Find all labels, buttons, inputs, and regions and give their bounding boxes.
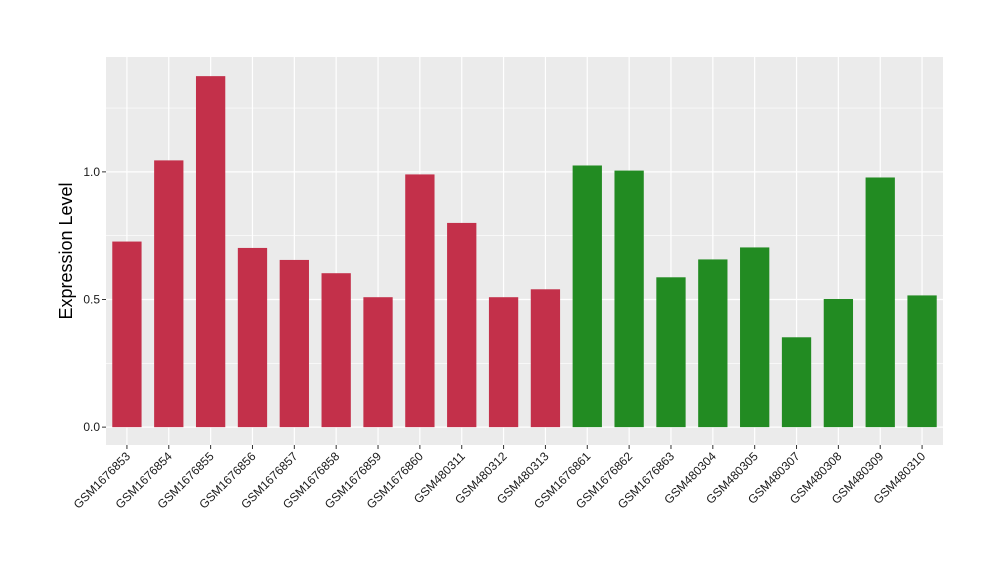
bar [740,247,770,428]
bar [154,160,184,428]
bar [781,337,812,428]
x-axis: GSM1676853GSM1676854GSM1676855GSM1676856… [71,445,928,511]
y-tick-label: 0.5 [83,293,100,307]
bar [237,247,268,428]
bars [112,76,937,428]
bar [279,259,309,428]
bar [488,297,519,428]
bar [112,241,142,428]
bar [405,174,435,428]
y-axis-title: Expression Level [56,182,76,319]
y-axis: 0.0 0.5 1.0 [83,165,106,434]
bar [363,297,393,428]
y-tick-label: 1.0 [83,165,100,179]
bar [195,76,226,428]
bar [572,165,602,428]
bar [614,170,644,428]
bar [321,273,351,428]
bar [907,295,937,428]
plot-panel [106,57,943,445]
bar [656,277,686,428]
bar [698,259,728,428]
bar [447,222,477,428]
bar [530,289,561,428]
y-tick-label: 0.0 [83,420,100,434]
bar [823,298,854,428]
bar [865,177,895,428]
